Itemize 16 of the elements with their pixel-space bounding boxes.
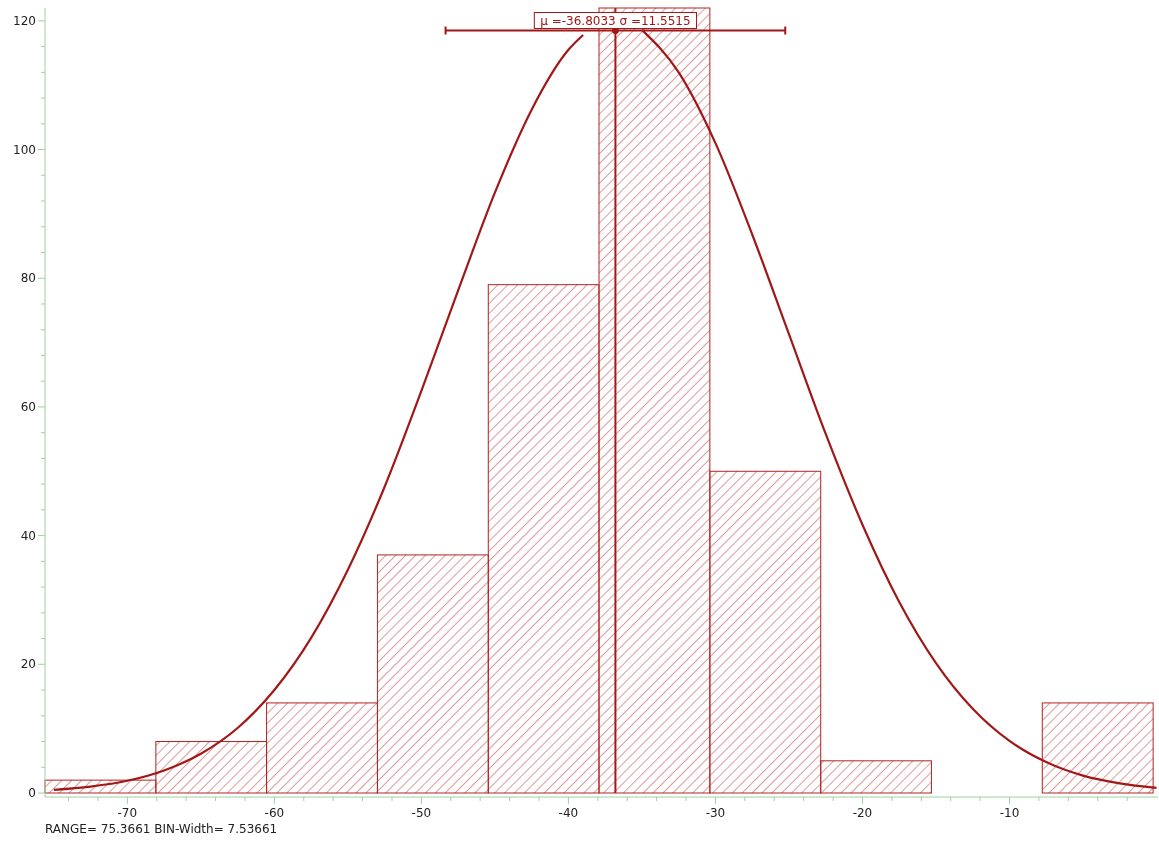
y-tick-label: 20	[20, 657, 36, 672]
x-tick-label: -40	[558, 806, 579, 820]
y-tick-label: 120	[13, 13, 36, 28]
y-tick-label: 80	[20, 271, 36, 286]
x-tick-label: -50	[411, 806, 432, 820]
text: RANGE= 75.3661 BIN-Width= 7.53661	[45, 822, 278, 836]
y-tick-label: 60	[20, 399, 36, 414]
x-tick-label: -60	[264, 806, 285, 820]
x-tick-label: -30	[705, 806, 726, 820]
x-tick-label: -20	[852, 806, 873, 820]
y-tick-label: 40	[20, 528, 36, 543]
x-tick-label: -10	[999, 806, 1020, 820]
y-tick-label: 100	[13, 142, 36, 157]
x-tick-label: -70	[117, 806, 138, 820]
annotation: μ =-36.8033 σ =11.5515	[540, 13, 691, 28]
y-tick-label: 0	[28, 786, 36, 800]
